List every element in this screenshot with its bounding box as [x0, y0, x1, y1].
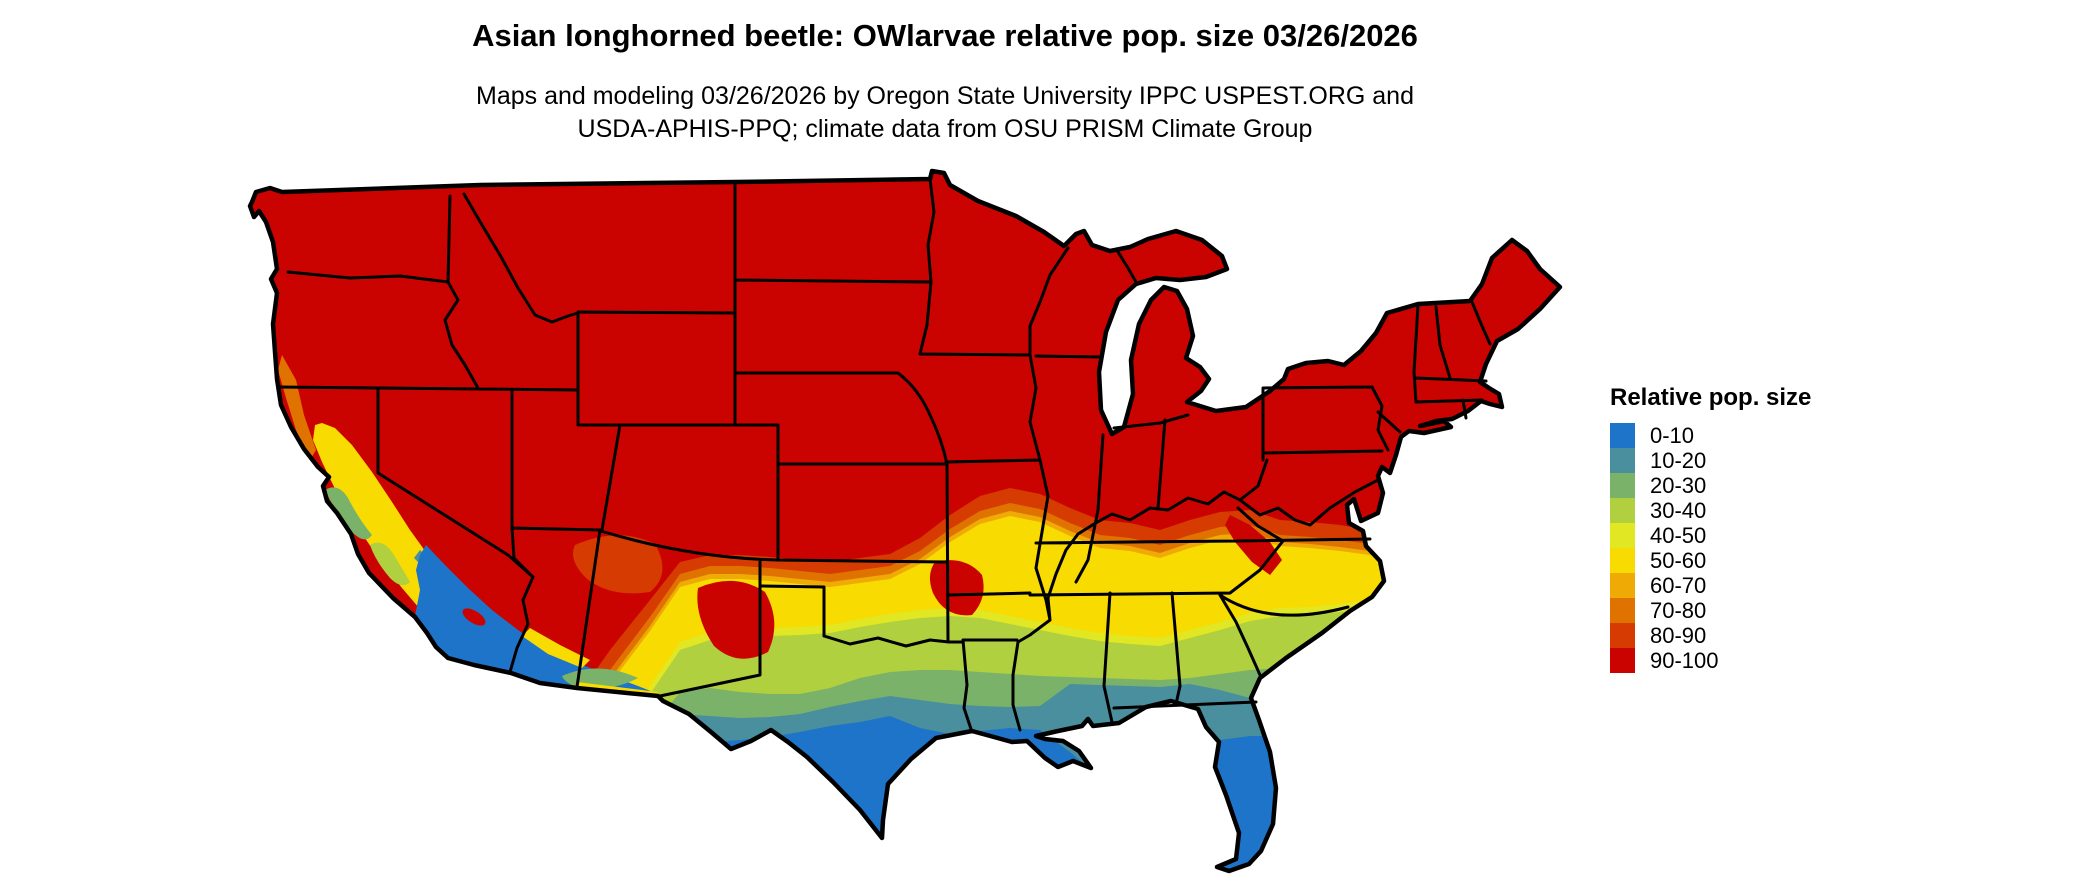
se-colorado-orange-patch [573, 535, 663, 594]
legend-item-90-100: 90-100 [1610, 648, 1910, 673]
map-legend: Relative pop. size 0-10 10-20 20-30 30-40 40… [1610, 384, 1910, 673]
legend-item-60-70: 60-70 [1610, 573, 1910, 598]
band-0-10 [250, 716, 1560, 871]
map-attribution: Maps and modeling 03/26/2026 by Oregon S… [245, 80, 1645, 146]
legend-swatch [1610, 498, 1635, 523]
legend-item-40-50: 40-50 [1610, 523, 1910, 548]
legend-item-label: 0-10 [1650, 423, 1695, 448]
legend-item-30-40: 30-40 [1610, 498, 1910, 523]
legend-swatch [1610, 573, 1635, 598]
ozark-red-patch [929, 560, 984, 616]
socal-red-patch [462, 608, 486, 626]
attribution-line-2: USDA-APHIS-PPQ; climate data from OSU PR… [577, 115, 1313, 143]
big-bend-red-patch [697, 580, 775, 659]
sonoran-blue-patch [415, 545, 658, 694]
us-choropleth-map [247, 168, 1563, 874]
legend-item-label: 70-80 [1650, 598, 1707, 623]
legend-item-70-80: 70-80 [1610, 598, 1910, 623]
legend-item-label: 30-40 [1650, 498, 1707, 523]
page-title: Asian longhorned beetle: OWlarvae relati… [472, 18, 1418, 53]
legend-swatch [1610, 623, 1635, 648]
legend-title: Relative pop. size [1610, 384, 1812, 411]
legend-item-0-10: 0-10 [1610, 423, 1910, 448]
legend-item-label: 20-30 [1650, 473, 1707, 498]
legend-swatch [1610, 648, 1635, 673]
legend-swatch [1610, 598, 1635, 623]
legend-swatch [1610, 523, 1635, 548]
legend-item-80-90: 80-90 [1610, 623, 1910, 648]
california-green-patch [325, 487, 372, 540]
sierra-yellowgreen-patch [370, 542, 410, 586]
legend-swatch [1610, 423, 1635, 448]
legend-item-label: 50-60 [1650, 548, 1707, 573]
legend-item-label: 40-50 [1650, 523, 1707, 548]
legend-item-50-60: 50-60 [1610, 548, 1910, 573]
band-10-20 [250, 684, 1560, 871]
legend-item-20-30: 20-30 [1610, 473, 1910, 498]
legend-item-label: 90-100 [1650, 648, 1719, 673]
legend-item-label: 60-70 [1650, 573, 1707, 598]
legend-item-10-20: 10-20 [1610, 448, 1910, 473]
legend-swatch [1610, 548, 1635, 573]
arizona-gold-fringe [522, 628, 590, 668]
legend-item-label: 10-20 [1650, 448, 1707, 473]
attribution-line-1: Maps and modeling 03/26/2026 by Oregon S… [476, 82, 1414, 110]
legend-item-label: 80-90 [1650, 623, 1707, 648]
california-coast-orange-patch [278, 355, 316, 460]
state-borders [276, 177, 1492, 734]
legend-swatch [1610, 473, 1635, 498]
legend-items: 0-10 10-20 20-30 30-40 40-50 50-60 60-70 70-80 8… [1610, 423, 1910, 673]
us-outline [247, 168, 1563, 874]
legend-swatch [1610, 448, 1635, 473]
